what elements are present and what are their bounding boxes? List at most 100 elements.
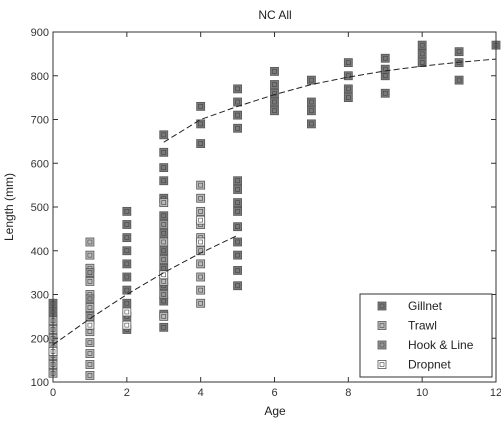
point-s0-39 — [233, 97, 242, 107]
legend-label-1: Trawl — [408, 319, 437, 333]
point-s0-37 — [233, 123, 242, 133]
marker-inner — [87, 270, 93, 275]
point-s0-33 — [233, 206, 242, 216]
marker-inner — [456, 77, 462, 83]
marker-box — [85, 237, 95, 247]
marker-box — [307, 119, 316, 129]
marker-inner — [161, 248, 167, 254]
point-s0-50 — [343, 93, 353, 103]
marker-inner — [235, 125, 240, 131]
marker-box — [270, 97, 279, 107]
x-tick-label-10: 10 — [416, 387, 428, 399]
marker-inner — [346, 95, 351, 100]
marker-inner — [272, 69, 277, 74]
y-tick-label-300: 300 — [31, 290, 49, 302]
marker-inner — [235, 200, 240, 205]
point-s0-6 — [122, 272, 132, 282]
point-s0-52 — [343, 71, 353, 81]
y-tick-label-500: 500 — [31, 202, 49, 214]
marker-box — [270, 80, 279, 89]
point-s0-53 — [343, 58, 353, 68]
marker-box — [377, 360, 387, 369]
marker-inner — [161, 230, 167, 236]
point-s0-25 — [196, 139, 206, 148]
marker-inner — [382, 73, 388, 79]
point-s0-35 — [233, 185, 242, 194]
point-s1-32 — [196, 180, 206, 190]
point-s1-9 — [85, 349, 95, 358]
point-s0-57 — [380, 53, 390, 63]
marker-inner — [235, 187, 240, 192]
marker-box — [233, 198, 242, 208]
point-s0-43 — [270, 88, 279, 98]
point-s0-4 — [122, 298, 132, 308]
marker-box — [159, 147, 169, 157]
marker-box — [122, 220, 132, 229]
marker-box — [196, 298, 206, 308]
marker-box — [122, 307, 132, 317]
marker-box — [159, 255, 169, 264]
axes: 0 2 4 6 8 10 12 100 200 300 400 500 600 700 800 900 — [31, 27, 501, 399]
point-s0-23 — [159, 147, 169, 157]
y-tick-label-800: 800 — [31, 71, 49, 83]
marker-box — [159, 163, 169, 173]
marker-inner — [235, 283, 240, 289]
marker-box — [307, 106, 316, 116]
marker-box — [454, 75, 464, 85]
marker-box — [159, 130, 169, 140]
marker-inner — [161, 298, 167, 304]
point-s0-32 — [233, 222, 242, 232]
point-s0-10 — [122, 220, 132, 229]
marker-inner — [124, 222, 130, 227]
marker-inner — [382, 90, 388, 96]
marker-inner — [198, 104, 203, 109]
y-tick-label-400: 400 — [31, 246, 49, 258]
marker-box — [233, 237, 242, 247]
marker-box — [270, 66, 279, 76]
point-s1-10 — [85, 338, 95, 348]
point-s1-31 — [196, 193, 206, 203]
marker-box — [196, 215, 206, 225]
marker-box — [85, 276, 95, 286]
marker-inner — [346, 60, 351, 65]
marker-box — [343, 71, 353, 81]
marker-inner — [198, 300, 203, 306]
marker-inner — [198, 274, 203, 280]
y-tick-label-100: 100 — [31, 377, 49, 389]
marker-box — [122, 259, 132, 269]
marker-inner — [124, 274, 130, 280]
point-s0-34 — [233, 198, 242, 208]
point-s0-9 — [122, 233, 132, 243]
x-tick-label-0: 0 — [50, 387, 56, 399]
marker-inner — [161, 325, 167, 330]
legend: Gillnet Trawl Hook & Line Dropnet — [359, 293, 493, 378]
marker-box — [270, 88, 279, 98]
point-s0-17 — [159, 246, 169, 256]
point-s1-24 — [196, 285, 206, 295]
point-s0-51 — [343, 84, 353, 94]
marker-box — [233, 281, 242, 291]
point-s1-22 — [159, 198, 169, 208]
point-s1-21 — [159, 237, 169, 247]
point-s2-4 — [159, 255, 169, 264]
marker-box — [122, 285, 132, 295]
marker-inner — [87, 373, 93, 378]
marker-box — [196, 180, 206, 190]
marker-inner — [124, 287, 130, 293]
chart-title: NC All — [258, 8, 291, 22]
marker-box — [377, 321, 387, 330]
marker-box — [233, 97, 242, 107]
marker-box — [233, 176, 242, 186]
fitted-curve-1 — [163, 58, 497, 143]
point-s0-8 — [122, 246, 132, 256]
marker-box — [233, 266, 242, 275]
marker-inner — [382, 55, 388, 61]
marker-box — [196, 259, 206, 269]
marker-inner — [87, 279, 93, 284]
point-s1-25 — [196, 272, 206, 282]
marker-inner — [87, 252, 93, 258]
point-s0-30 — [233, 250, 242, 260]
marker-box — [417, 58, 427, 68]
marker-inner — [87, 329, 93, 334]
marker-inner — [198, 209, 203, 214]
